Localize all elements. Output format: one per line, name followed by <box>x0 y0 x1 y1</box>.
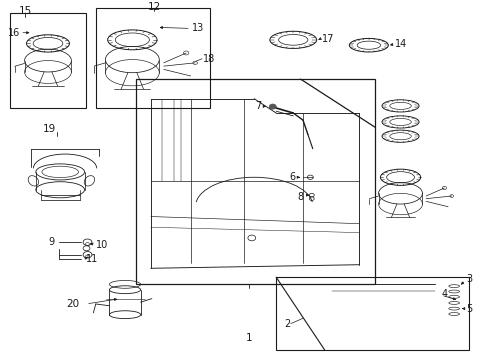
Text: 3: 3 <box>466 274 471 284</box>
Text: 5: 5 <box>466 303 471 314</box>
Text: 9: 9 <box>48 237 54 247</box>
Text: 1: 1 <box>245 333 252 343</box>
Bar <box>276 277 468 350</box>
Text: 4: 4 <box>441 289 447 300</box>
Text: 6: 6 <box>289 172 295 182</box>
Text: 10: 10 <box>96 240 108 250</box>
Text: 18: 18 <box>203 54 215 64</box>
Bar <box>10 13 86 108</box>
Text: 16: 16 <box>8 28 20 38</box>
Text: 19: 19 <box>43 124 56 134</box>
Text: 13: 13 <box>191 23 203 33</box>
Text: 14: 14 <box>394 39 406 49</box>
Text: 8: 8 <box>297 192 304 202</box>
Text: 15: 15 <box>19 6 32 16</box>
Circle shape <box>269 104 276 109</box>
Text: 12: 12 <box>147 2 161 12</box>
Text: 2: 2 <box>284 319 290 329</box>
Bar <box>136 79 374 284</box>
Text: 7: 7 <box>254 101 261 111</box>
Text: 17: 17 <box>321 34 333 44</box>
Bar <box>96 8 210 108</box>
Text: 20: 20 <box>66 299 79 309</box>
Text: 11: 11 <box>86 254 98 264</box>
